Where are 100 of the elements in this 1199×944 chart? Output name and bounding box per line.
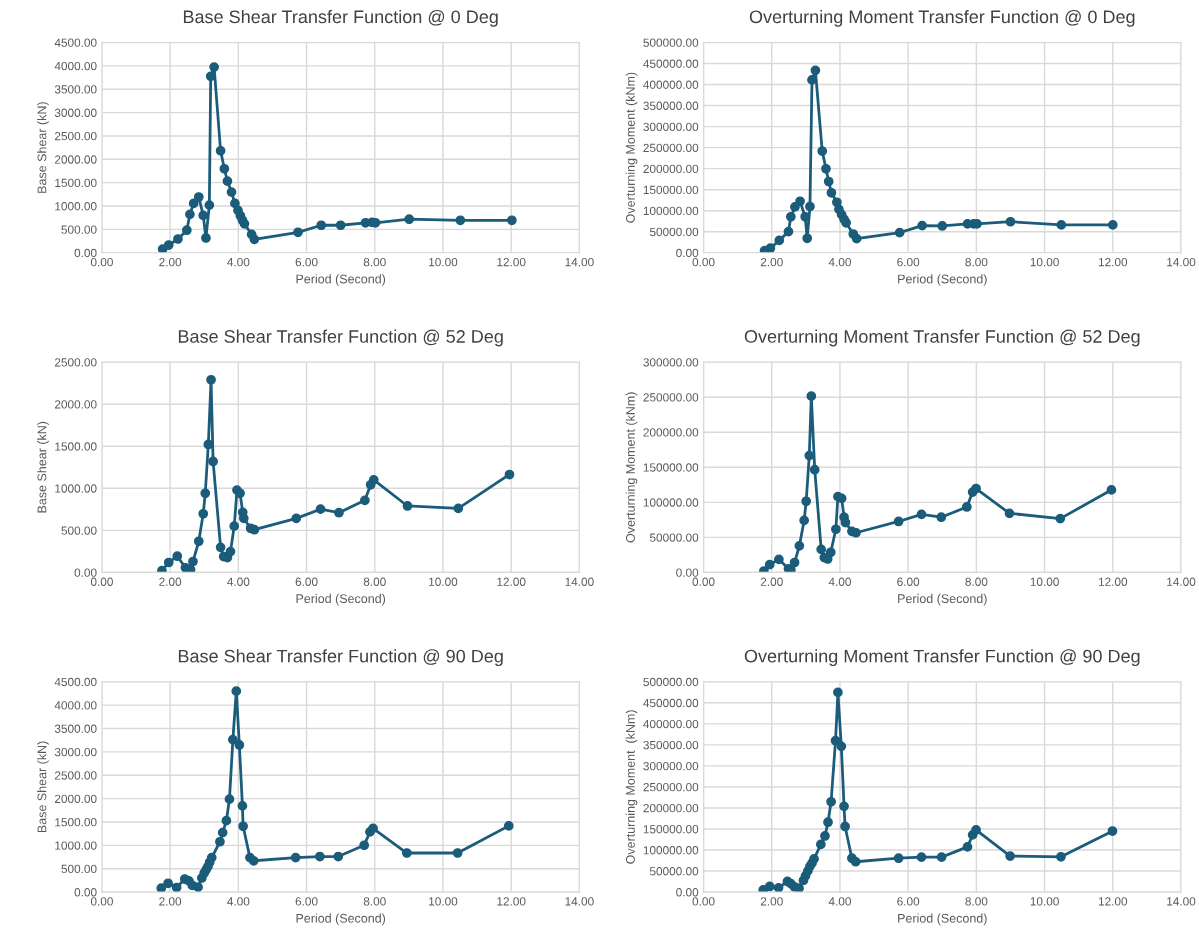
y-tick-label: 200000.00	[643, 164, 699, 174]
y-tick-label: 50000.00	[649, 533, 699, 542]
y-tick-label: 0.00	[676, 888, 699, 897]
x-tick-label: 0.00	[90, 257, 113, 267]
y-tick-label: 3500.00	[54, 85, 97, 94]
x-tick-label: 14.00	[1167, 577, 1196, 586]
x-tick-label: 14.00	[565, 257, 594, 267]
y-tick-label: 3000.00	[54, 108, 97, 117]
x-tick-label: 12.00	[1098, 257, 1128, 267]
x-tick-label: 0.00	[90, 577, 113, 586]
x-tick-label: 2.00	[159, 897, 182, 906]
chart-title: Overturning Moment Transfer Function @ 90 Deg	[744, 649, 1140, 667]
x-tick-label: 2.00	[159, 257, 182, 267]
y-tick-label: 2000.00	[54, 794, 97, 804]
y-tick-label: 250000.00	[643, 782, 699, 792]
y-axis-title: Base Shear (kN)	[37, 741, 49, 833]
y-tick-label: 500.00	[61, 864, 97, 874]
y-tick-label: 100000.00	[643, 846, 699, 855]
x-tick-label: 8.00	[363, 577, 386, 586]
y-tick-label: 2000.00	[54, 400, 97, 409]
y-axis-title: Base Shear (kN)	[37, 102, 49, 193]
y-tick-label: 500000.00	[643, 677, 699, 687]
y-tick-label: 100000.00	[643, 206, 699, 216]
y-tick-label: 1500.00	[55, 178, 97, 188]
x-tick-label: 4.00	[828, 257, 851, 267]
chart-title: Base Shear Transfer Function @ 52 Deg	[178, 329, 503, 347]
y-tick-label: 1500.00	[55, 442, 97, 451]
y-tick-label: 4500.00	[54, 38, 97, 47]
y-tick-label: 1000.00	[55, 484, 97, 493]
x-tick-label: 2.00	[760, 897, 783, 906]
x-tick-label: 6.00	[897, 897, 920, 906]
chart-title: Base Shear Transfer Function @ 0 Deg	[183, 9, 498, 27]
y-tick-label: 300000.00	[643, 358, 699, 367]
y-axis-title: Overturning Moment (kNm)	[625, 710, 638, 864]
y-tick-label: 2000.00	[54, 155, 97, 164]
y-tick-label: 4500.00	[54, 677, 97, 687]
x-tick-label: 6.00	[897, 257, 920, 267]
y-tick-label: 200000.00	[643, 804, 699, 813]
y-axis-title: Overturning Moment (kNm)	[625, 392, 638, 543]
x-tick-label: 12.00	[1098, 577, 1128, 586]
chart-title: Overturning Moment Transfer Function @ 52 Deg	[744, 329, 1140, 347]
y-tick-label: 0.00	[74, 568, 97, 577]
y-tick-label: 250000.00	[643, 143, 699, 153]
y-tick-label: 150000.00	[643, 825, 699, 834]
x-tick-label: 14.00	[565, 577, 594, 586]
x-tick-label: 4.00	[227, 577, 250, 586]
y-tick-label: 4000.00	[54, 61, 97, 71]
x-tick-label: 12.00	[497, 577, 526, 586]
x-tick-label: 8.00	[965, 577, 988, 586]
x-tick-label: 2.00	[159, 577, 182, 586]
y-tick-label: 3500.00	[54, 724, 97, 733]
y-tick-label: 200000.00	[643, 428, 699, 437]
y-tick-label: 0.00	[74, 888, 97, 897]
y-tick-label: 0.00	[676, 248, 699, 258]
y-tick-label: 4000.00	[54, 701, 97, 710]
x-tick-label: 6.00	[295, 577, 318, 586]
y-tick-label: 150000.00	[643, 185, 699, 195]
y-tick-label: 2500.00	[54, 131, 97, 141]
y-tick-label: 1000.00	[55, 841, 97, 850]
y-tick-label: 400000.00	[643, 719, 699, 729]
y-tick-label: 500.00	[61, 225, 97, 234]
x-tick-label: 0.00	[692, 897, 715, 906]
x-tick-label: 12.00	[497, 897, 526, 906]
x-tick-label: 0.00	[692, 577, 715, 586]
y-tick-label: 100000.00	[643, 498, 699, 507]
y-tick-label: 350000.00	[643, 101, 699, 110]
x-tick-label: 10.00	[1030, 577, 1059, 586]
x-tick-label: 6.00	[295, 897, 318, 906]
y-axis-title: Overturning Moment (kNm)	[625, 72, 638, 223]
y-tick-label: 0.00	[676, 568, 699, 577]
x-tick-label: 0.00	[90, 897, 113, 906]
y-tick-label: 350000.00	[643, 740, 699, 750]
x-axis-title: Period (Second)	[296, 593, 386, 606]
x-axis-title: Period (Second)	[296, 274, 386, 286]
y-tick-label: 300000.00	[643, 122, 699, 131]
y-tick-label: 2500.00	[54, 771, 97, 780]
x-tick-label: 4.00	[227, 897, 250, 906]
x-tick-label: 8.00	[363, 897, 386, 906]
x-tick-label: 6.00	[295, 257, 318, 267]
x-axis-title: Period (Second)	[898, 593, 987, 606]
x-tick-label: 14.00	[1167, 257, 1196, 267]
x-tick-label: 10.00	[1030, 897, 1059, 906]
x-tick-label: 8.00	[965, 897, 988, 906]
x-tick-label: 4.00	[828, 897, 851, 906]
x-tick-label: 4.00	[828, 577, 851, 586]
y-tick-label: 500000.00	[643, 38, 699, 47]
x-tick-label: 10.00	[429, 577, 458, 586]
y-tick-label: 0.00	[74, 248, 97, 258]
x-tick-label: 2.00	[760, 577, 783, 586]
y-tick-label: 50000.00	[649, 867, 699, 876]
y-tick-label: 450000.00	[643, 59, 699, 68]
x-tick-label: 12.00	[1098, 897, 1128, 906]
y-tick-label: 300000.00	[643, 761, 699, 771]
y-tick-label: 450000.00	[643, 698, 699, 708]
y-tick-label: 400000.00	[643, 80, 699, 89]
x-tick-label: 10.00	[1030, 257, 1059, 267]
y-tick-label: 1000.00	[55, 202, 97, 211]
x-tick-label: 6.00	[897, 577, 920, 586]
y-tick-label: 2500.00	[54, 358, 97, 367]
x-tick-label: 8.00	[965, 257, 988, 267]
